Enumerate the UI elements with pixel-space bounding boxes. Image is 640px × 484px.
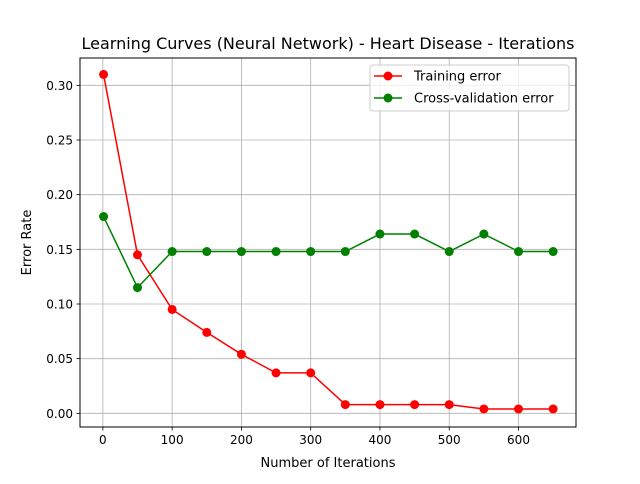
y-tick-label: 0.25 — [46, 134, 73, 148]
cv-error-point — [167, 247, 177, 257]
cv-error-point — [340, 247, 350, 257]
legend-cv-marker — [383, 93, 393, 103]
training-error-line — [102, 74, 554, 410]
cv-error-point — [306, 247, 316, 257]
legend-training-marker — [383, 71, 393, 81]
x-tick-label: 600 — [507, 433, 530, 447]
legend-training-label: Training error — [413, 70, 502, 85]
series-layer — [99, 69, 558, 414]
x-tick-label: 0 — [99, 433, 107, 447]
cv-error-point — [271, 247, 281, 257]
legend-cv-label: Cross-validation error — [414, 92, 554, 107]
y-tick-label: 0.05 — [46, 352, 73, 366]
training-error-point — [306, 368, 316, 378]
legend-box — [369, 64, 570, 112]
training-error-point — [375, 400, 385, 410]
x-tick-label: 300 — [299, 433, 322, 447]
x-tick-label: 100 — [161, 433, 184, 447]
training-error-point — [167, 304, 177, 314]
cv-error-point — [236, 247, 246, 257]
chart-title: Learning Curves (Neural Network) - Heart… — [82, 34, 575, 53]
y-tick-label: 0.10 — [46, 298, 73, 312]
x-tick-label: 200 — [230, 433, 253, 447]
cv-error-point — [479, 229, 489, 239]
y-tick-label: 0.15 — [46, 243, 73, 257]
cv-error-point — [444, 247, 454, 257]
training-error-point — [271, 368, 281, 378]
training-error-point — [514, 404, 524, 414]
training-error-point — [132, 250, 142, 260]
grid — [80, 58, 576, 427]
cv-error-point — [514, 247, 524, 257]
training-error-point — [340, 400, 350, 410]
cv-error-point — [99, 212, 109, 222]
cv-error-point — [375, 229, 385, 239]
x-axis-label: Number of Iterations — [261, 456, 396, 471]
training-error-point — [444, 400, 454, 410]
cv-error-point — [132, 283, 142, 293]
training-error-point — [548, 404, 558, 414]
cv-error-point — [548, 247, 558, 257]
x-tick-label: 500 — [438, 433, 461, 447]
cv-error-point — [202, 247, 212, 257]
training-error-point — [99, 69, 109, 79]
y-axis-label: Error Rate — [20, 210, 35, 276]
plot-area-frame — [79, 57, 577, 428]
axis-ticks: 0 100 200 300 400 500 600 0.00 0.05 0.10 0.15 0.20 0… — [46, 79, 530, 447]
training-error-point — [479, 404, 489, 414]
training-error-point — [410, 400, 420, 410]
y-tick-label: 0.00 — [46, 407, 73, 421]
training-error-point — [236, 349, 246, 359]
cv-error-line — [102, 216, 554, 289]
y-tick-label: 0.20 — [46, 188, 73, 202]
legend: Training error Cross-validation error — [369, 64, 570, 112]
training-error-point — [202, 327, 212, 337]
cv-error-point — [410, 229, 420, 239]
y-tick-label: 0.30 — [46, 79, 73, 93]
x-tick-label: 400 — [369, 433, 392, 447]
